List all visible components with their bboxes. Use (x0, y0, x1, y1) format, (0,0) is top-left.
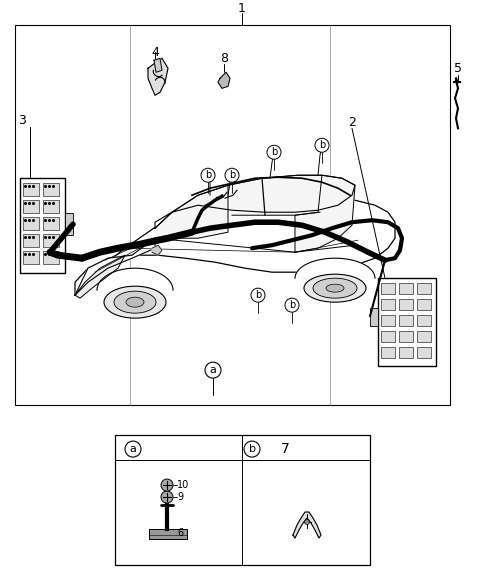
Bar (417, 331, 431, 342)
Circle shape (267, 145, 281, 159)
Polygon shape (75, 238, 155, 295)
Polygon shape (293, 512, 321, 538)
Bar (381, 331, 395, 342)
Circle shape (304, 520, 310, 524)
Bar (399, 283, 413, 294)
Bar (381, 315, 395, 326)
Text: 9: 9 (177, 492, 183, 502)
Circle shape (125, 441, 141, 457)
Bar (381, 299, 395, 310)
Bar (65, 213, 73, 235)
Bar (149, 529, 187, 539)
Circle shape (251, 288, 265, 302)
Text: 2: 2 (348, 116, 356, 128)
Bar (23, 217, 39, 230)
Text: b: b (205, 171, 211, 180)
Text: a: a (210, 365, 216, 375)
Ellipse shape (304, 274, 366, 302)
Text: 3: 3 (18, 114, 26, 127)
Ellipse shape (313, 278, 357, 298)
Circle shape (315, 138, 329, 152)
Text: 10: 10 (177, 480, 189, 490)
Circle shape (161, 479, 173, 491)
Bar (20, 178, 65, 273)
Text: 6: 6 (177, 528, 183, 538)
Polygon shape (97, 268, 173, 290)
Text: b: b (289, 300, 295, 310)
Text: b: b (249, 444, 255, 454)
Polygon shape (148, 58, 168, 95)
Bar (378, 278, 436, 366)
Text: 8: 8 (220, 52, 228, 65)
Polygon shape (154, 58, 162, 72)
Text: b: b (255, 290, 261, 300)
Bar (23, 183, 39, 196)
Circle shape (205, 362, 221, 378)
Polygon shape (75, 198, 395, 295)
Bar (417, 299, 431, 310)
Text: 7: 7 (281, 442, 289, 456)
Bar (43, 234, 59, 247)
Circle shape (201, 168, 215, 182)
Circle shape (225, 168, 239, 182)
Bar (43, 251, 59, 264)
Ellipse shape (326, 284, 344, 292)
Bar (23, 251, 39, 264)
Circle shape (244, 441, 260, 457)
Polygon shape (228, 175, 322, 215)
Polygon shape (155, 175, 355, 228)
Bar (115, 435, 370, 565)
Bar (43, 200, 59, 213)
Bar (399, 347, 413, 358)
Bar (399, 299, 413, 310)
Bar (399, 315, 413, 326)
Bar (417, 283, 431, 294)
Bar (15, 25, 450, 405)
Circle shape (161, 491, 173, 503)
Polygon shape (218, 72, 230, 88)
Polygon shape (295, 175, 355, 252)
Polygon shape (152, 245, 162, 255)
Text: 1: 1 (238, 2, 246, 15)
Polygon shape (295, 258, 375, 278)
Text: b: b (319, 140, 325, 150)
Text: b: b (271, 147, 277, 157)
Ellipse shape (114, 291, 156, 313)
Text: a: a (130, 444, 136, 454)
Bar (23, 234, 39, 247)
Polygon shape (75, 255, 125, 298)
Bar (381, 283, 395, 294)
Bar (43, 183, 59, 196)
Bar (370, 308, 378, 326)
Ellipse shape (126, 297, 144, 307)
Bar (23, 200, 39, 213)
Bar (417, 347, 431, 358)
Text: 4: 4 (151, 46, 159, 59)
Bar (399, 331, 413, 342)
Circle shape (285, 298, 299, 312)
Text: b: b (229, 171, 235, 180)
Ellipse shape (104, 286, 166, 318)
Bar (381, 347, 395, 358)
Text: 5: 5 (454, 62, 462, 75)
Bar (417, 315, 431, 326)
Polygon shape (155, 185, 228, 238)
Bar (43, 217, 59, 230)
